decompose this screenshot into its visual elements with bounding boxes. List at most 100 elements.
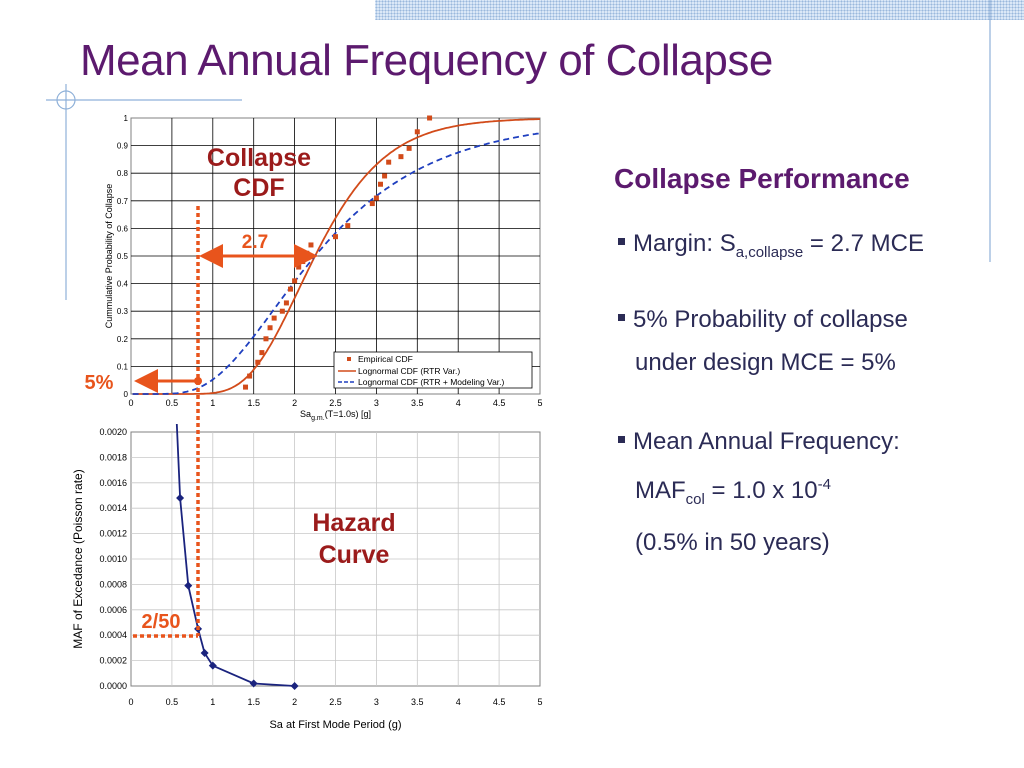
empirical-point — [427, 115, 433, 121]
empirical-point — [377, 181, 383, 187]
legend: Empirical CDF Lognormal CDF (RTR Var.)Log… — [333, 351, 533, 389]
empirical-point — [345, 223, 351, 229]
collapse-cdf-label: CDF — [233, 174, 284, 202]
y-tick-label: 0.0010 — [99, 554, 127, 564]
empirical-point — [414, 129, 420, 135]
x-tick-label: 3 — [374, 697, 379, 707]
collapse-cdf-label: Collapse — [207, 144, 311, 172]
right-heading: Collapse Performance — [614, 163, 910, 194]
x-tick-label: 1.5 — [247, 398, 260, 408]
hazard-curve-label: Hazard — [312, 509, 395, 537]
hazard-point — [184, 581, 193, 590]
x-tick-label: 5 — [537, 398, 542, 408]
y-tick-label: 0.2 — [117, 335, 129, 344]
empirical-point — [382, 173, 388, 179]
x-tick-label: 4.5 — [493, 697, 506, 707]
x-tick-label: 2.5 — [329, 398, 342, 408]
hazard-curve-line — [175, 423, 295, 687]
y-tick-label: 0.0004 — [99, 630, 127, 640]
empirical-point — [292, 278, 298, 284]
empirical-point — [333, 234, 338, 240]
x-tick-label: 4 — [456, 697, 461, 707]
y-tick-label: 0.3 — [117, 307, 129, 316]
bullet-square-icon — [618, 314, 625, 322]
hazard-level-label: 2/50 — [142, 611, 181, 633]
empirical-point — [308, 242, 314, 248]
empirical-point — [279, 308, 285, 314]
empirical-point — [373, 195, 379, 201]
y-tick-label: 0.0002 — [99, 656, 127, 666]
x-tick-label: 2 — [292, 697, 297, 707]
legend-box — [333, 351, 533, 389]
empirical-point — [300, 259, 306, 265]
empirical-point — [296, 264, 302, 270]
hazard-point — [200, 648, 209, 657]
x-tick-label: 0 — [128, 398, 133, 408]
y-tick-label: 0.6 — [117, 224, 129, 233]
decorative-crosshair — [46, 0, 991, 300]
x-tick-label: 0.5 — [166, 398, 179, 408]
x-tick-label: 0.5 — [166, 697, 179, 707]
y-tick-label: 0.0016 — [99, 478, 127, 488]
hazard-point — [249, 679, 258, 688]
x-tick-label: 3.5 — [411, 697, 424, 707]
collapse-cdf-chart: 0 0.5 1 1.5 2 2.5 3 3.5 4 4.5 5 0 0.1 0.2 0.3 0.4 0.5 0.6… — [104, 114, 543, 422]
y-tick-label: 0.5 — [117, 252, 129, 261]
legend-label: Lognormal CDF (RTR + Modeling Var.) — [358, 377, 505, 387]
x-tick-label: 4.5 — [493, 398, 506, 408]
empirical-point — [247, 373, 253, 379]
pct-label: 5% — [85, 372, 114, 394]
margin-label: 2.7 — [242, 232, 268, 253]
x-axis-label: Sag.m.(T=1.0s) [g] — [300, 409, 371, 422]
y-tick-label: 1 — [124, 114, 129, 123]
x-axis-label: Sa at First Mode Period (g) — [269, 719, 401, 731]
empirical-point — [271, 315, 277, 321]
legend-marker-empirical — [347, 357, 351, 361]
x-tick-label: 3.5 — [411, 398, 424, 408]
slide-title: Mean Annual Frequency of Collapse — [80, 36, 773, 85]
empirical-point — [283, 300, 289, 306]
y-tick-label: 0.0008 — [99, 579, 127, 589]
x-tick-label: 1.5 — [247, 697, 260, 707]
empirical-point — [267, 325, 273, 331]
x-tick-label: 5 — [537, 697, 542, 707]
legend-label: Lognormal CDF (RTR Var.) — [358, 366, 460, 376]
empirical-point — [259, 350, 265, 356]
x-tick-label: 1 — [210, 697, 215, 707]
bullet-square-icon — [618, 238, 625, 246]
x-tick-label: 2 — [292, 398, 297, 408]
hazard-point — [176, 494, 185, 503]
empirical-point — [386, 159, 392, 165]
y-tick-label: 0.4 — [117, 280, 129, 289]
y-tick-label: 0.7 — [117, 197, 129, 206]
empirical-point — [243, 384, 249, 390]
empirical-point — [369, 201, 375, 207]
bullet-margin: Margin: Sa,collapse = 2.7 MCE — [618, 222, 924, 274]
hazard-point — [290, 682, 299, 690]
empirical-point — [288, 286, 294, 292]
legend-label: Empirical CDF — [358, 354, 413, 364]
bullet-square-icon — [618, 436, 625, 444]
y-axis-label: MAF of Excedance (Poisson rate) — [71, 469, 85, 648]
empirical-point — [263, 336, 269, 342]
hazard-curve-chart: 0 0.5 1 1.5 2 2.5 3 3.5 4 4.5 5 0.0000 0.0002 0.0004 0… — [71, 423, 543, 731]
y-axis-label: Cummulative Probability of Collapse — [104, 184, 114, 329]
y-tick-label: 0 — [124, 390, 129, 399]
x-tick-label: 4 — [456, 398, 461, 408]
hazard-point — [208, 661, 217, 670]
y-tick-label: 0.9 — [117, 142, 129, 151]
hazard-curve-label: Curve — [319, 541, 390, 569]
y-tick-label: 0.8 — [117, 169, 129, 178]
y-tick-label: 0.0014 — [99, 503, 127, 513]
y-tick-label: 0.0018 — [99, 452, 127, 462]
x-tick-label: 2.5 — [329, 697, 342, 707]
intersection-dot — [194, 377, 202, 385]
y-tick-label: 0.0020 — [99, 427, 127, 437]
y-tick-label: 0.0006 — [99, 605, 127, 615]
x-tick-label: 0 — [128, 697, 133, 707]
x-tick-label: 1 — [210, 398, 215, 408]
decorative-dot-band — [375, 0, 1024, 20]
bullet-probability: 5% Probability of collapse under design … — [618, 298, 908, 384]
